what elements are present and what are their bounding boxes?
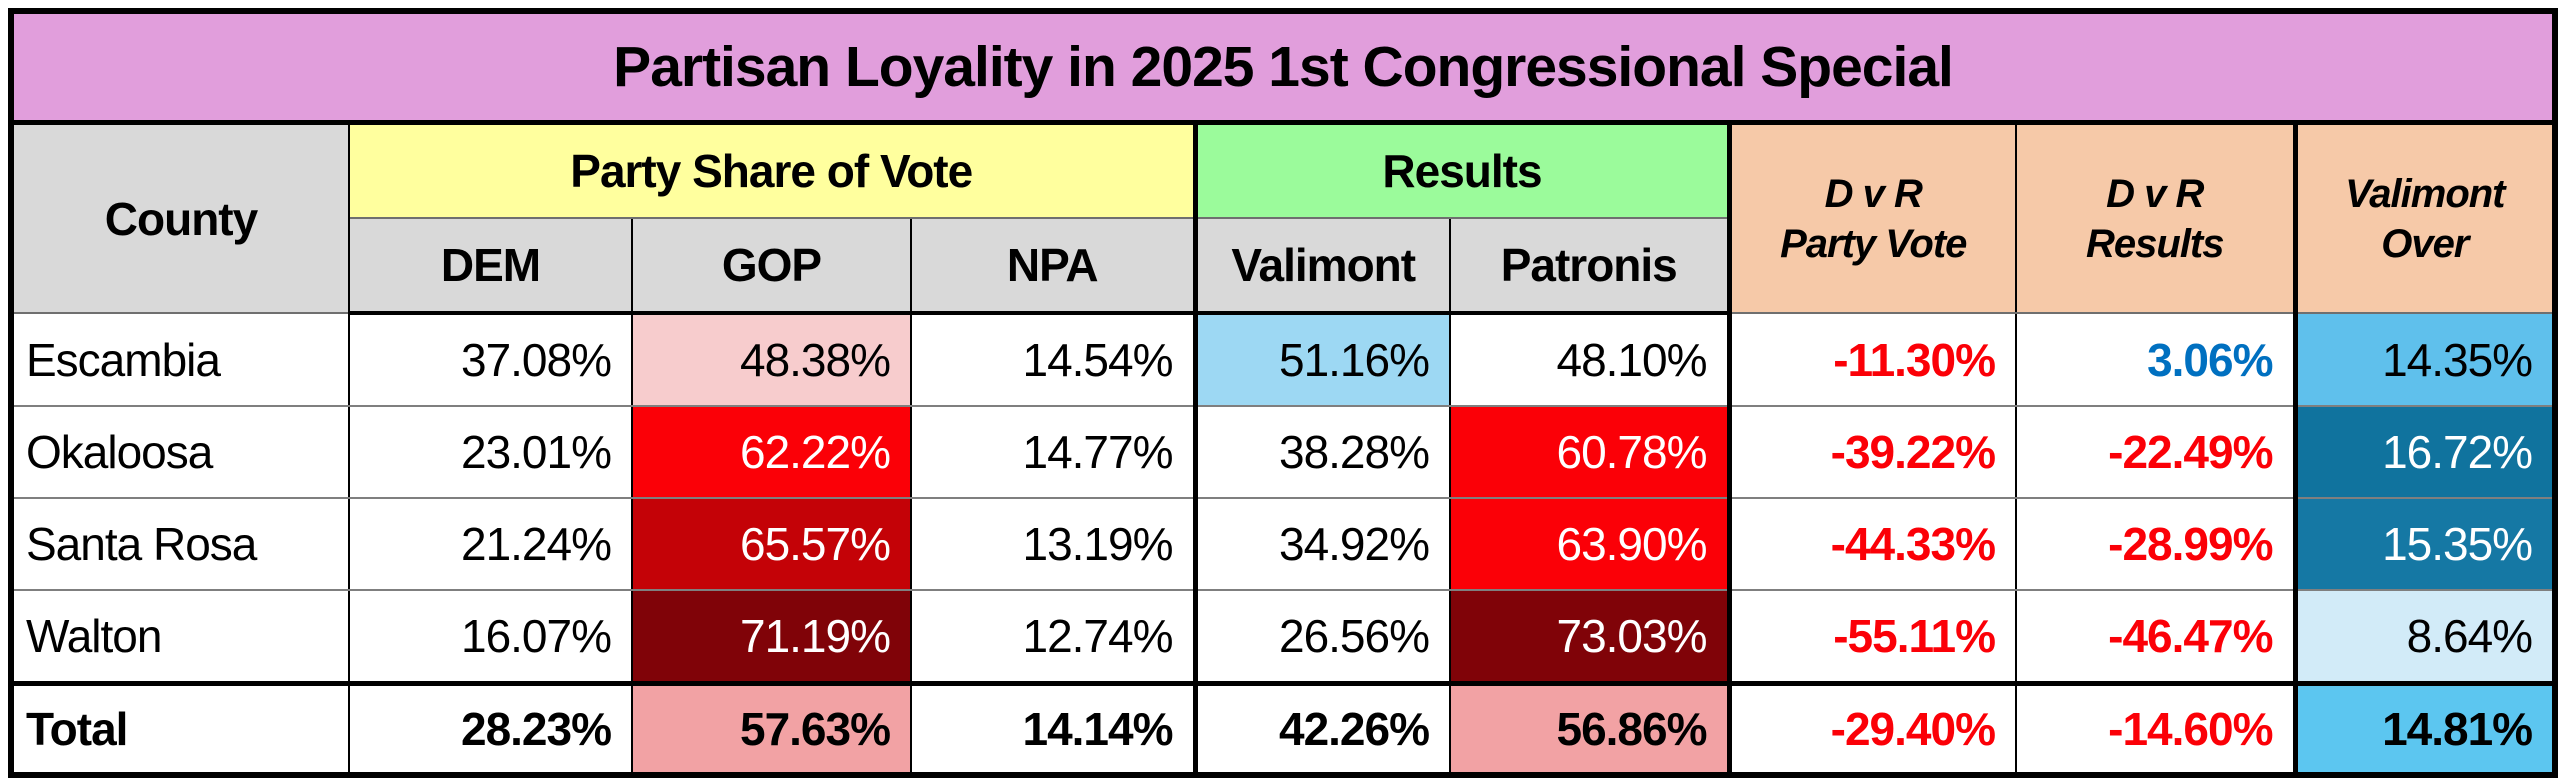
- dem-column-header: DEM: [348, 218, 633, 315]
- cell-dvr-party-vote: -55.11%: [1726, 590, 2017, 685]
- patronis-column-header: Patronis: [1449, 218, 1730, 315]
- party-share-group-header: Party Share of Vote: [348, 122, 1196, 219]
- cell-valimont-over: 14.81%: [2292, 681, 2557, 775]
- cell-patronis: 63.90%: [1449, 498, 1730, 591]
- cell-dem: 21.24%: [348, 498, 633, 591]
- cell-county: Total: [10, 681, 350, 775]
- cell-npa: 14.14%: [910, 681, 1196, 775]
- cell-county: Okaloosa: [10, 406, 350, 499]
- dvr-party-vote-header-line2: Party Vote: [1780, 221, 1967, 266]
- cell-dvr-party-vote: -29.40%: [1726, 681, 2017, 775]
- cell-patronis: 73.03%: [1449, 590, 1730, 685]
- cell-county: Santa Rosa: [10, 498, 350, 591]
- table-row-total: Total 28.23% 57.63% 14.14% 42.26% 56.86%…: [10, 681, 2557, 775]
- cell-npa: 14.77%: [910, 406, 1196, 499]
- page-title: Partisan Loyality in 2025 1st Congressio…: [9, 11, 2557, 125]
- dvr-results-header-line1: D v R: [2106, 171, 2204, 216]
- cell-valimont-over: 8.64%: [2292, 590, 2557, 685]
- cell-patronis: 48.10%: [1449, 313, 1730, 407]
- cell-gop: 48.38%: [631, 313, 912, 407]
- valimont-over-header-line2: Over: [2381, 221, 2469, 266]
- cell-dvr-results: -28.99%: [2015, 498, 2296, 591]
- valimont-over-header: Valimont Over: [2292, 122, 2557, 314]
- table-row-okaloosa: Okaloosa 23.01% 62.22% 14.77% 38.28% 60.…: [10, 406, 2557, 499]
- cell-county: Escambia: [10, 313, 350, 407]
- gop-column-header: GOP: [631, 218, 912, 315]
- dvr-party-vote-header-line1: D v R: [1824, 171, 1923, 216]
- cell-gop: 71.19%: [631, 590, 912, 685]
- cell-valimont: 26.56%: [1192, 590, 1451, 685]
- header-group-row: County Party Share of Vote Results D v R…: [10, 122, 2557, 314]
- loyalty-table-container: Partisan Loyality in 2025 1st Congressio…: [8, 8, 2559, 778]
- table-row-walton: Walton 16.07% 71.19% 12.74% 26.56% 73.03…: [10, 590, 2557, 685]
- cell-dvr-party-vote: -39.22%: [1726, 406, 2017, 499]
- cell-valimont-over: 16.72%: [2292, 406, 2557, 499]
- cell-valimont: 38.28%: [1192, 406, 1451, 499]
- valimont-column-header: Valimont: [1192, 218, 1451, 315]
- cell-gop: 57.63%: [631, 681, 912, 775]
- cell-valimont-over: 15.35%: [2292, 498, 2557, 591]
- cell-dvr-results: -22.49%: [2015, 406, 2296, 499]
- cell-dvr-results: -46.47%: [2015, 590, 2296, 685]
- county-header: County: [10, 122, 350, 314]
- cell-dem: 23.01%: [348, 406, 633, 499]
- header-sub-row: DEM GOP NPA Valimont Patronis: [11, 218, 2555, 315]
- table-row-escambia: Escambia 37.08% 48.38% 14.54% 51.16% 48.…: [10, 313, 2557, 407]
- npa-column-header: NPA: [910, 218, 1196, 315]
- cell-npa: 12.74%: [910, 590, 1196, 685]
- cell-valimont: 34.92%: [1192, 498, 1451, 591]
- cell-dvr-results: 3.06%: [2015, 313, 2296, 407]
- cell-valimont-over: 14.35%: [2292, 313, 2557, 407]
- dvr-results-header-line2: Results: [2086, 221, 2224, 266]
- cell-npa: 14.54%: [910, 313, 1196, 407]
- cell-dvr-results: -14.60%: [2015, 681, 2296, 775]
- cell-dem: 28.23%: [348, 681, 633, 775]
- partisan-loyalty-table: Partisan Loyality in 2025 1st Congressio…: [8, 8, 2559, 778]
- cell-dem: 16.07%: [348, 590, 633, 685]
- cell-valimont: 42.26%: [1192, 681, 1451, 775]
- results-group-header: Results: [1192, 122, 1730, 219]
- cell-patronis: 60.78%: [1449, 406, 1730, 499]
- cell-dvr-party-vote: -11.30%: [1726, 313, 2017, 407]
- cell-dvr-party-vote: -44.33%: [1726, 498, 2017, 591]
- cell-dem: 37.08%: [348, 313, 633, 407]
- cell-valimont: 51.16%: [1192, 313, 1451, 407]
- table-row-santa-rosa: Santa Rosa 21.24% 65.57% 13.19% 34.92% 6…: [10, 498, 2557, 591]
- dvr-party-vote-header: D v R Party Vote: [1726, 122, 2017, 314]
- cell-county: Walton: [10, 590, 350, 685]
- valimont-over-header-line1: Valimont: [2345, 171, 2505, 216]
- cell-gop: 65.57%: [631, 498, 912, 591]
- dvr-results-header: D v R Results: [2015, 122, 2296, 314]
- cell-gop: 62.22%: [631, 406, 912, 499]
- cell-patronis: 56.86%: [1449, 681, 1730, 775]
- title-row: Partisan Loyality in 2025 1st Congressio…: [9, 11, 2557, 125]
- cell-npa: 13.19%: [910, 498, 1196, 591]
